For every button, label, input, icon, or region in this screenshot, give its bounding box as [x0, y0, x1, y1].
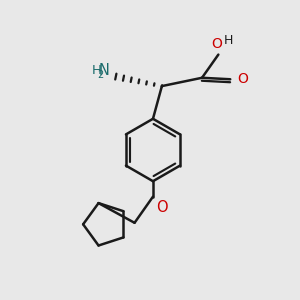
- Text: H: H: [92, 64, 101, 76]
- Text: N: N: [99, 62, 110, 77]
- Text: H: H: [224, 34, 233, 47]
- Text: O: O: [212, 37, 222, 51]
- Text: 2: 2: [97, 70, 103, 80]
- Text: O: O: [156, 200, 168, 215]
- Text: O: O: [237, 72, 248, 86]
